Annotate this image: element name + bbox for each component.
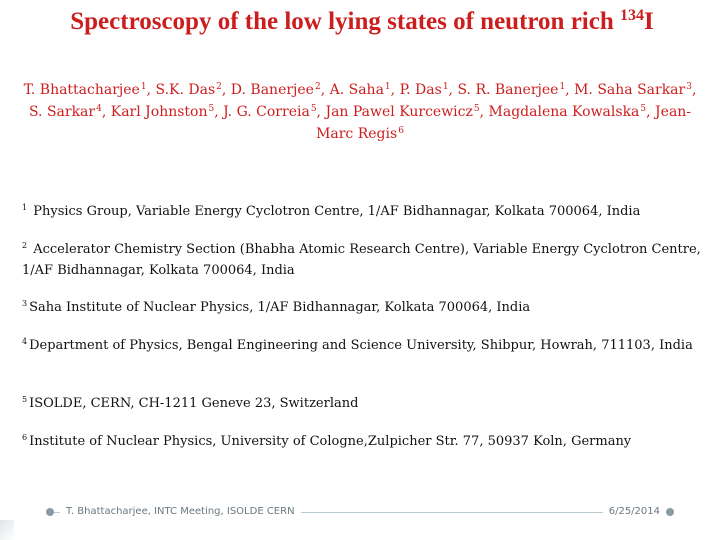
affiliation-number: 5 (22, 395, 28, 404)
footer-divider (50, 512, 670, 513)
footer-date: 6/25/2014 (602, 506, 666, 517)
affiliation-2: 2 Accelerator Chemistry Section (Bhabha … (22, 240, 702, 281)
corner-decoration (0, 520, 14, 540)
footer-right-dot-icon (666, 508, 674, 516)
author-affiliation-number: 4 (96, 104, 102, 114)
affiliation-text: ISOLDE, CERN, CH-1211 Geneve 23, Switzer… (29, 396, 359, 411)
affiliation-number: 3 (22, 299, 28, 308)
affiliation-4: 4 Department of Physics, Bengal Engineeri… (22, 336, 702, 357)
author-name: S.K. Das (155, 82, 216, 98)
author-affiliation-number: 5 (208, 104, 215, 114)
author-name: A. Saha (329, 82, 384, 98)
affiliation-text: Institute of Nuclear Physics, University… (29, 434, 632, 449)
author-affiliation-number: 1 (384, 82, 391, 92)
affiliation-text: Physics Group, Variable Energy Cyclotron… (29, 204, 641, 219)
author-affiliation-number: 5 (640, 104, 647, 114)
footer-presenter: T. Bhattacharjee, INTC Meeting, ISOLDE C… (60, 506, 301, 517)
author-affiliation-number: 5 (473, 104, 480, 114)
author-name: P. Das (399, 82, 442, 98)
affiliation-6: 6 Institute of Nuclear Physics, Universit… (22, 432, 702, 453)
title-mass-number: 134 (620, 7, 644, 24)
affiliation-text: Saha Institute of Nuclear Physics, 1/AF … (29, 300, 531, 315)
author-affiliation-number: 1 (442, 82, 449, 92)
author-name: Magdalena Kowalska (488, 104, 640, 120)
author-affiliation-number: 1 (140, 82, 147, 92)
footer-left-dot-icon (46, 508, 54, 516)
author-list: T. Bhattacharjee1, S.K. Das2, D. Banerje… (23, 82, 697, 142)
author-name: Karl Johnston (110, 104, 208, 120)
author-name: T. Bhattacharjee (23, 82, 140, 98)
author-affiliation-number: 6 (398, 126, 404, 136)
affiliation-3: 3 Saha Institute of Nuclear Physics, 1/AF… (22, 298, 702, 319)
author-name: M. Saha Sarkar (574, 82, 686, 98)
slide-title: Spectroscopy of the low lying states of … (8, 6, 716, 41)
affiliation-number: 1 (22, 203, 28, 212)
title-text: Spectroscopy of the low lying states of … (70, 8, 620, 35)
affiliation-1: 1 Physics Group, Variable Energy Cyclotr… (22, 202, 702, 223)
author-name: S. R. Banerjee (457, 82, 559, 98)
author-affiliation-number: 1 (559, 82, 566, 92)
affiliation-text: Accelerator Chemistry Section (Bhabha At… (22, 242, 701, 278)
affiliation-5: 5 ISOLDE, CERN, CH-1211 Geneve 23, Switze… (22, 394, 702, 415)
author-name: Jean-Marc Regis (316, 104, 692, 142)
affiliation-number: 6 (22, 433, 28, 442)
author-name: D. Banerjee (230, 82, 314, 98)
author-affiliation-number: 3 (686, 82, 692, 92)
affiliation-number: 2 (22, 241, 28, 250)
author-name: J. G. Correia (223, 104, 310, 120)
author-affiliation-number: 2 (216, 82, 222, 92)
affiliation-number: 4 (22, 337, 28, 346)
affiliation-text: Department of Physics, Bengal Engineerin… (29, 338, 693, 353)
author-affiliation-number: 5 (310, 104, 317, 114)
author-name: Jan Pawel Kurcewicz (325, 104, 473, 120)
author-name: S. Sarkar (28, 104, 96, 120)
author-affiliation-number: 2 (314, 82, 321, 92)
title-element: I (644, 8, 654, 35)
